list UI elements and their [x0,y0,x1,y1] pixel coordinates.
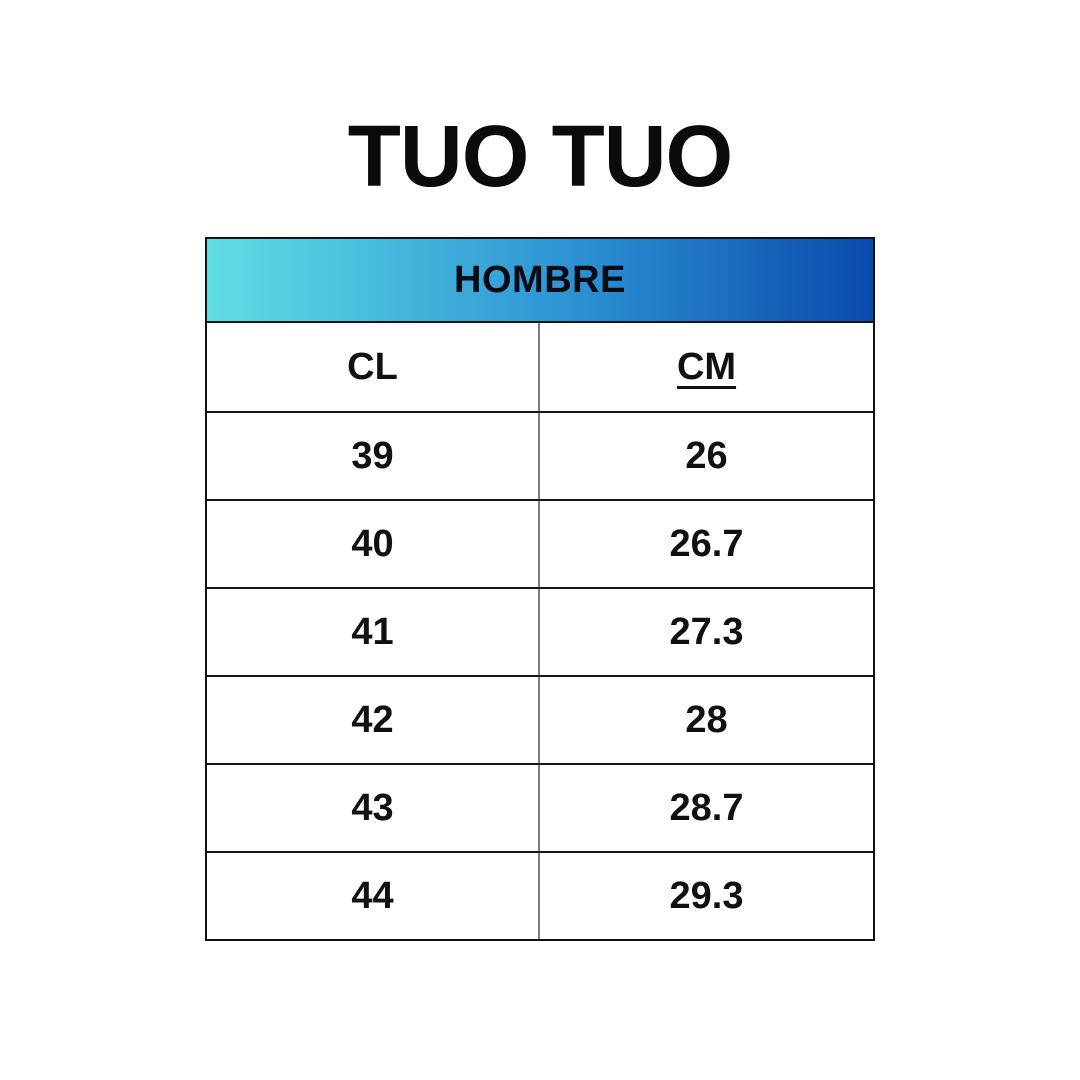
table-row: 43 28.7 [207,763,873,851]
page-title: TUO TUO [347,108,733,205]
column-header-cl-label: CL [347,345,398,388]
table-row: 41 27.3 [207,587,873,675]
cell-cm-value: 27.3 [669,610,744,653]
cell-cl: 40 [207,501,540,587]
cell-cm-value: 28 [685,698,728,741]
cell-cl: 44 [207,853,540,939]
cell-cm-value: 26 [685,434,728,477]
section-header-label: HOMBRE [454,258,626,301]
cell-cm-value: 28.7 [669,786,744,829]
cell-cm: 28 [540,677,873,763]
cell-cl-value: 44 [351,874,394,917]
cell-cl: 41 [207,589,540,675]
cell-cm: 27.3 [540,589,873,675]
cell-cm: 26.7 [540,501,873,587]
cell-cl-value: 41 [351,610,394,653]
cell-cl-value: 40 [351,522,394,565]
cell-cl-value: 39 [351,434,394,477]
cell-cm: 29.3 [540,853,873,939]
column-header-cm-label: CM [676,345,737,388]
cell-cm: 26 [540,413,873,499]
table-section-header: HOMBRE [207,239,873,321]
cell-cm-value: 29.3 [669,874,744,917]
cell-cm-value: 26.7 [669,522,744,565]
cell-cl-value: 43 [351,786,394,829]
size-conversion-table: HOMBRE CL CM 39 26 40 26.7 41 27.3 [205,237,875,941]
table-row: 44 29.3 [207,851,873,939]
table-row: 42 28 [207,675,873,763]
table-row: 40 26.7 [207,499,873,587]
cell-cm: 28.7 [540,765,873,851]
cell-cl: 43 [207,765,540,851]
cell-cl: 42 [207,677,540,763]
table-row: 39 26 [207,411,873,499]
column-header-row: CL CM [207,321,873,411]
cell-cl: 39 [207,413,540,499]
column-header-cm: CM [540,323,873,411]
column-header-cl: CL [207,323,540,411]
cell-cl-value: 42 [351,698,394,741]
